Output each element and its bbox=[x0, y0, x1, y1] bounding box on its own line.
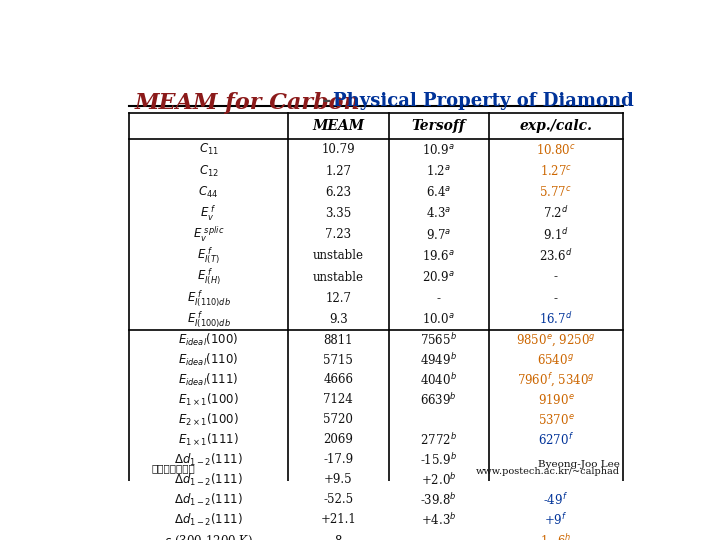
Text: 1.27: 1.27 bbox=[325, 165, 351, 178]
Text: 10.0$^a$: 10.0$^a$ bbox=[423, 313, 455, 327]
Text: 2772$^b$: 2772$^b$ bbox=[420, 432, 457, 448]
Text: +9.5: +9.5 bbox=[324, 473, 353, 486]
Text: 9850$^e$, 9250$^g$: 9850$^e$, 9250$^g$ bbox=[516, 332, 595, 348]
Text: -39.8$^b$: -39.8$^b$ bbox=[420, 492, 457, 508]
Text: 8: 8 bbox=[335, 535, 342, 540]
Text: MEAM for Carbon: MEAM for Carbon bbox=[135, 92, 360, 114]
Text: $E_v^{\ f}$: $E_v^{\ f}$ bbox=[200, 204, 217, 223]
Text: 2069: 2069 bbox=[323, 434, 354, 447]
Text: –: – bbox=[316, 92, 338, 110]
Text: 9.1$^d$: 9.1$^d$ bbox=[543, 227, 569, 242]
Text: $E_{2\times1}(100)$: $E_{2\times1}(100)$ bbox=[178, 412, 239, 428]
Text: 6270$^f$: 6270$^f$ bbox=[538, 432, 574, 448]
Text: $E_{1\times1}(100)$: $E_{1\times1}(100)$ bbox=[178, 392, 239, 408]
Text: 9.3: 9.3 bbox=[329, 313, 348, 326]
Text: $\Delta d_{1-2}(111)$: $\Delta d_{1-2}(111)$ bbox=[174, 472, 243, 488]
Text: 5715: 5715 bbox=[323, 354, 354, 367]
Text: -: - bbox=[437, 292, 441, 305]
Text: 4666: 4666 bbox=[323, 374, 354, 387]
Text: 9190$^e$: 9190$^e$ bbox=[538, 393, 575, 407]
Text: 4949$^b$: 4949$^b$ bbox=[420, 352, 457, 368]
Text: $C_{12}$: $C_{12}$ bbox=[199, 164, 218, 179]
Text: Physical Property of Diamond: Physical Property of Diamond bbox=[333, 92, 634, 110]
Text: www.postech.ac.kr/~calphad: www.postech.ac.kr/~calphad bbox=[476, 468, 620, 476]
Text: +4.3$^b$: +4.3$^b$ bbox=[421, 512, 456, 528]
Text: $\Delta d_{1-2}(111)$: $\Delta d_{1-2}(111)$ bbox=[174, 511, 243, 528]
Text: -: - bbox=[554, 271, 558, 284]
Text: 1.2$^a$: 1.2$^a$ bbox=[426, 164, 451, 178]
Text: $E_{1\times1}(111)$: $E_{1\times1}(111)$ bbox=[178, 432, 239, 448]
Text: 6.23: 6.23 bbox=[325, 186, 351, 199]
Text: $E_{ideal}(110)$: $E_{ideal}(110)$ bbox=[179, 352, 239, 368]
Text: -52.5: -52.5 bbox=[323, 493, 354, 506]
Text: MEAM: MEAM bbox=[312, 119, 364, 133]
Text: 포항공과대학교: 포항공과대학교 bbox=[152, 463, 196, 473]
Text: unstable: unstable bbox=[312, 271, 364, 284]
Text: -: - bbox=[554, 292, 558, 305]
Text: Byeong-Joo Lee: Byeong-Joo Lee bbox=[539, 460, 620, 469]
Text: -49$^f$: -49$^f$ bbox=[544, 492, 568, 508]
Text: 7960$^f$, 5340$^g$: 7960$^f$, 5340$^g$ bbox=[517, 372, 595, 389]
Text: 10.79: 10.79 bbox=[322, 143, 355, 157]
Text: $C_{44}$: $C_{44}$ bbox=[199, 185, 219, 200]
Text: $E_{I(H)}^{\ f}$: $E_{I(H)}^{\ f}$ bbox=[197, 267, 220, 287]
Text: unstable: unstable bbox=[312, 249, 364, 262]
Text: $\Delta d_{1-2}(111)$: $\Delta d_{1-2}(111)$ bbox=[174, 492, 243, 508]
Text: $E_{ideal}(100)$: $E_{ideal}(100)$ bbox=[179, 332, 239, 348]
Text: $\varepsilon$ (300-1200 K): $\varepsilon$ (300-1200 K) bbox=[164, 534, 253, 540]
Text: 7565$^b$: 7565$^b$ bbox=[420, 332, 457, 348]
Text: 6.4$^a$: 6.4$^a$ bbox=[426, 185, 451, 199]
Text: 9.7$^a$: 9.7$^a$ bbox=[426, 228, 451, 242]
Text: 10.9$^a$: 10.9$^a$ bbox=[423, 143, 455, 157]
Text: 10.80$^c$: 10.80$^c$ bbox=[536, 143, 576, 157]
Text: $C_{11}$: $C_{11}$ bbox=[199, 142, 219, 157]
Text: +2.0$^b$: +2.0$^b$ bbox=[421, 472, 456, 488]
Text: exp./calc.: exp./calc. bbox=[519, 119, 593, 133]
Text: 6639$^b$: 6639$^b$ bbox=[420, 392, 457, 408]
Text: -17.9: -17.9 bbox=[323, 453, 354, 467]
Text: 3.35: 3.35 bbox=[325, 207, 351, 220]
Text: 4.3$^a$: 4.3$^a$ bbox=[426, 206, 451, 220]
Text: -15.9$^b$: -15.9$^b$ bbox=[420, 452, 457, 468]
Text: 4040$^b$: 4040$^b$ bbox=[420, 372, 457, 388]
Text: $E_{I(110)db}^{\ f}$: $E_{I(110)db}^{\ f}$ bbox=[186, 288, 230, 309]
Text: 23.6$^d$: 23.6$^d$ bbox=[539, 248, 572, 264]
Text: $E_{I(100)db}^{\ f}$: $E_{I(100)db}^{\ f}$ bbox=[186, 309, 230, 330]
Text: 7124: 7124 bbox=[323, 394, 354, 407]
Text: 5720: 5720 bbox=[323, 414, 354, 427]
Text: 5370$^e$: 5370$^e$ bbox=[538, 413, 575, 427]
Text: +21.1: +21.1 bbox=[320, 513, 356, 526]
Text: $E_v^{\ splic}$: $E_v^{\ splic}$ bbox=[193, 225, 225, 245]
Text: 7.2$^d$: 7.2$^d$ bbox=[543, 206, 569, 221]
Text: +9$^f$: +9$^f$ bbox=[544, 512, 567, 528]
Text: $\Delta d_{1-2}(111)$: $\Delta d_{1-2}(111)$ bbox=[174, 452, 243, 468]
Text: Tersoff: Tersoff bbox=[412, 119, 466, 133]
Text: 12.7: 12.7 bbox=[325, 292, 351, 305]
Text: 20.9$^a$: 20.9$^a$ bbox=[423, 270, 455, 284]
Text: 7.23: 7.23 bbox=[325, 228, 351, 241]
Text: 1~6$^h$: 1~6$^h$ bbox=[540, 534, 572, 540]
Text: 1.27$^c$: 1.27$^c$ bbox=[540, 164, 572, 178]
Text: 8811: 8811 bbox=[323, 334, 353, 347]
Text: 19.6$^a$: 19.6$^a$ bbox=[423, 249, 455, 263]
Text: $E_{I(T)}^{\ f}$: $E_{I(T)}^{\ f}$ bbox=[197, 246, 220, 266]
Text: 16.7$^d$: 16.7$^d$ bbox=[539, 312, 572, 327]
Text: 5.77$^c$: 5.77$^c$ bbox=[539, 185, 572, 199]
Text: 6540$^g$: 6540$^g$ bbox=[537, 353, 575, 367]
Text: $E_{ideal}(111)$: $E_{ideal}(111)$ bbox=[179, 372, 239, 388]
